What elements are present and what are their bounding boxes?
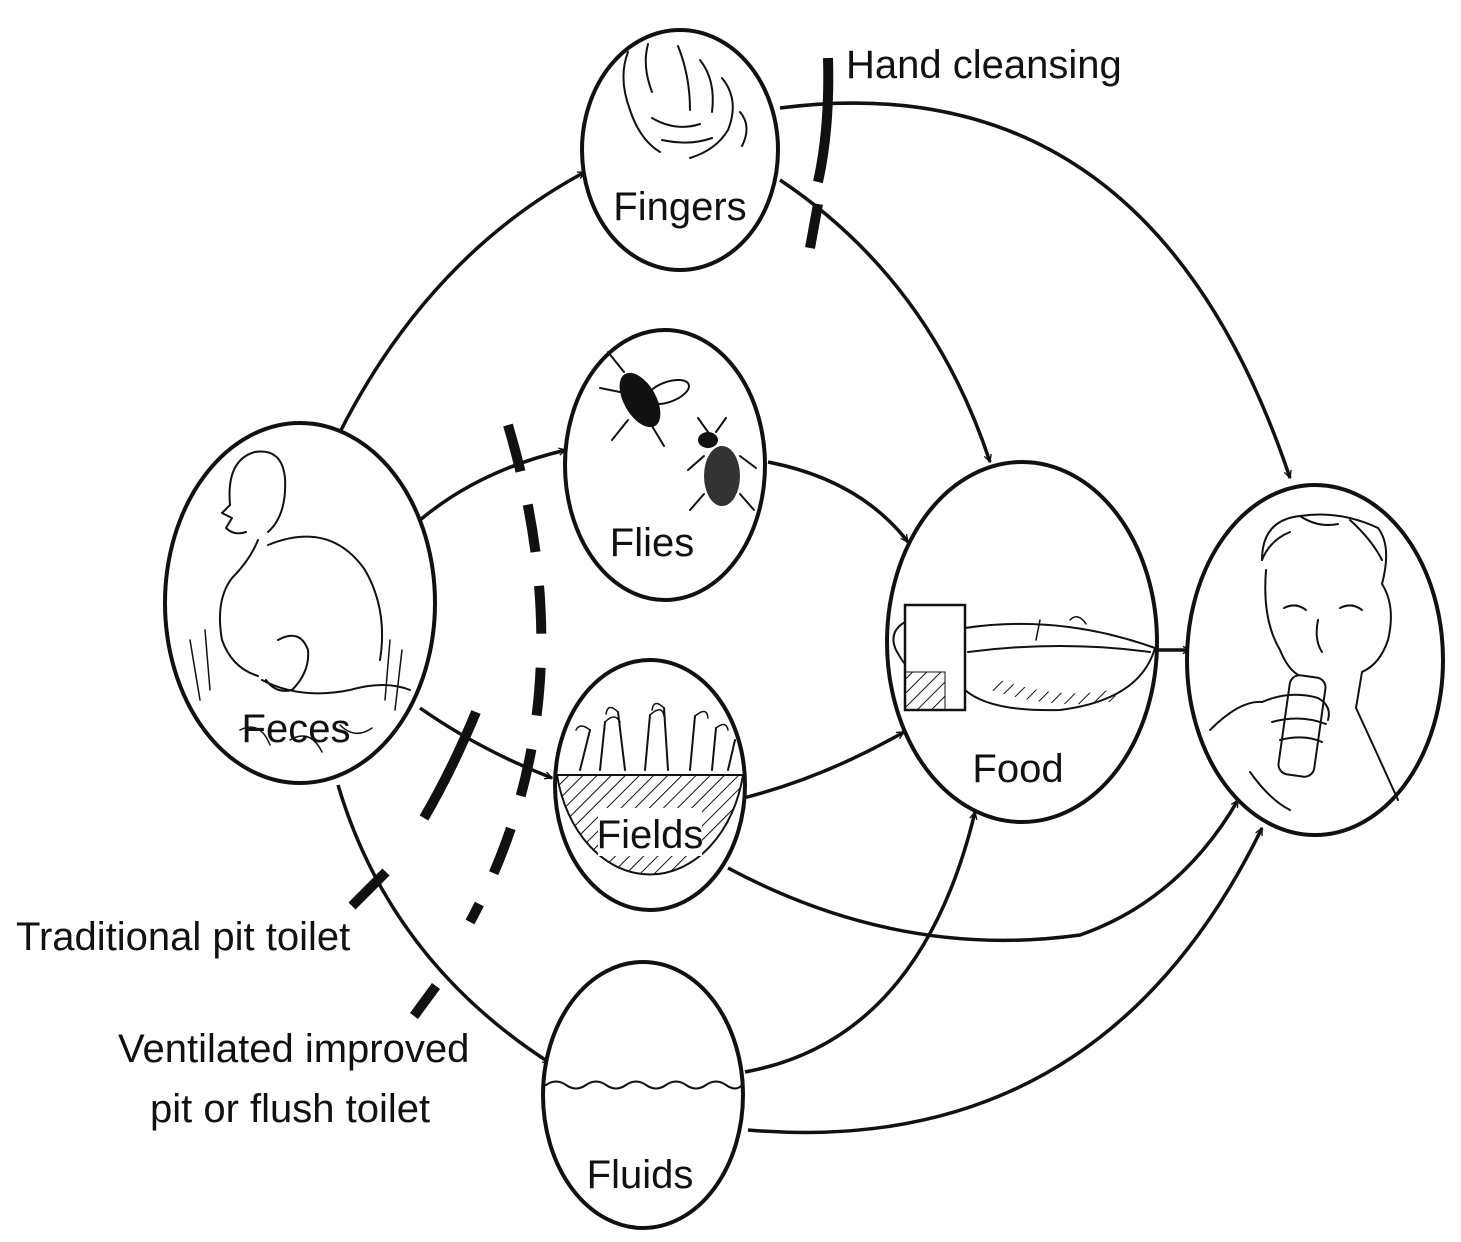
node-label-fingers: Fingers <box>613 185 746 229</box>
node-label-fluids: Fluids <box>587 1153 694 1197</box>
barrier-hand-cleansing-lower <box>805 203 823 249</box>
node-feces: Feces <box>163 421 437 785</box>
barrier-traditional-pit-arc <box>419 710 481 821</box>
node-label-fields: Fields <box>597 813 704 857</box>
label-ventilated-toilet-line1: Ventilated improved <box>118 1027 469 1071</box>
barrier-ventilated-toilet-arc <box>465 423 547 925</box>
field-crops-icon <box>575 702 736 771</box>
field-label-bg <box>598 808 702 856</box>
node-flies: Flies <box>563 328 767 602</box>
person-eating-icon <box>1209 513 1399 811</box>
arrow-fingers-host <box>779 101 1290 478</box>
node-fields: Fields <box>553 658 747 912</box>
water-wave-icon <box>545 1080 743 1090</box>
node-fluids: Fluids <box>541 960 745 1230</box>
barriers <box>348 57 834 1019</box>
arrow-feces-fluids <box>336 784 550 1065</box>
arrow-feces-fields <box>418 706 552 780</box>
arrow-fields-food <box>734 730 904 802</box>
person-squatting-icon <box>189 450 411 753</box>
arrow-flies-food <box>767 460 910 542</box>
label-hand-cleansing: Hand cleansing <box>846 43 1122 87</box>
node-label-feces: Feces <box>242 707 351 751</box>
node-food: Food <box>885 460 1159 824</box>
label-ventilated-toilet-line2: pit or flush toilet <box>150 1087 430 1131</box>
arrow-feces-fingers <box>338 170 585 433</box>
food-bowl-cup-icon <box>892 603 1156 712</box>
label-traditional-pit-toilet: Traditional pit toilet <box>16 915 350 959</box>
arrow-fluids-host <box>747 828 1264 1135</box>
arrow-fields-host <box>727 800 1240 943</box>
hand-icon <box>622 43 748 159</box>
barrier-traditional-pit-toilet <box>348 868 390 910</box>
barrier-hand-cleansing-upper <box>813 57 834 184</box>
flow-arrows <box>336 101 1290 1135</box>
barrier-ventilated-toilet <box>409 983 441 1019</box>
node-host <box>1185 483 1445 837</box>
node-label-food: Food <box>972 747 1063 791</box>
node-label-flies: Flies <box>610 521 694 565</box>
arrow-feces-flies <box>418 450 566 522</box>
arrow-fluids-food <box>744 812 975 1074</box>
node-fingers: Fingers <box>580 28 780 272</box>
fly-icon <box>599 351 757 511</box>
